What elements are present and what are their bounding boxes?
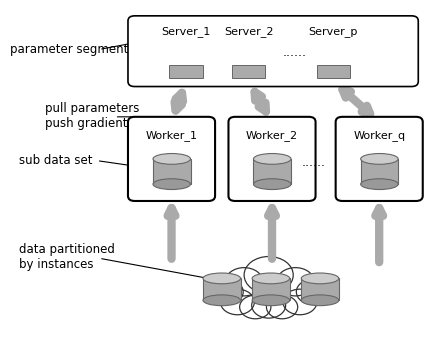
Ellipse shape bbox=[153, 153, 190, 164]
Ellipse shape bbox=[301, 295, 339, 306]
Ellipse shape bbox=[252, 273, 290, 284]
Ellipse shape bbox=[203, 273, 241, 284]
Text: Server_2: Server_2 bbox=[224, 26, 273, 37]
Text: by instances: by instances bbox=[18, 259, 93, 271]
Ellipse shape bbox=[301, 273, 339, 284]
Ellipse shape bbox=[254, 153, 291, 164]
Circle shape bbox=[296, 279, 330, 305]
Circle shape bbox=[252, 292, 286, 318]
Circle shape bbox=[209, 279, 243, 305]
Text: Server_p: Server_p bbox=[309, 26, 358, 37]
Text: ......: ...... bbox=[302, 156, 325, 169]
Circle shape bbox=[277, 268, 314, 296]
Ellipse shape bbox=[203, 295, 241, 306]
Text: pull parameters: pull parameters bbox=[45, 102, 140, 115]
Text: sub data set: sub data set bbox=[18, 154, 92, 167]
Polygon shape bbox=[301, 279, 339, 300]
Polygon shape bbox=[252, 279, 290, 300]
Polygon shape bbox=[153, 159, 190, 184]
Ellipse shape bbox=[361, 153, 398, 164]
FancyBboxPatch shape bbox=[128, 16, 418, 87]
Bar bbox=[317, 65, 350, 78]
Text: parameter segment: parameter segment bbox=[9, 43, 128, 56]
Circle shape bbox=[244, 257, 293, 293]
Ellipse shape bbox=[153, 179, 190, 190]
Text: Worker_1: Worker_1 bbox=[146, 130, 198, 141]
Text: Worker_q: Worker_q bbox=[353, 130, 405, 141]
Bar bbox=[169, 65, 203, 78]
FancyBboxPatch shape bbox=[336, 117, 423, 201]
Polygon shape bbox=[361, 159, 398, 184]
Circle shape bbox=[220, 289, 254, 315]
Polygon shape bbox=[254, 159, 291, 184]
Circle shape bbox=[267, 295, 297, 319]
Ellipse shape bbox=[252, 295, 290, 306]
Circle shape bbox=[283, 289, 317, 315]
FancyBboxPatch shape bbox=[128, 117, 215, 201]
Text: push gradients: push gradients bbox=[45, 117, 134, 130]
FancyBboxPatch shape bbox=[228, 117, 315, 201]
Ellipse shape bbox=[254, 179, 291, 190]
Ellipse shape bbox=[361, 179, 398, 190]
Circle shape bbox=[240, 295, 271, 319]
Text: ......: ...... bbox=[283, 46, 306, 59]
Text: data partitioned: data partitioned bbox=[18, 243, 114, 256]
Circle shape bbox=[225, 268, 263, 296]
Text: Server_1: Server_1 bbox=[161, 26, 211, 37]
Polygon shape bbox=[203, 279, 241, 300]
Text: Worker_2: Worker_2 bbox=[246, 130, 298, 141]
Bar bbox=[232, 65, 265, 78]
